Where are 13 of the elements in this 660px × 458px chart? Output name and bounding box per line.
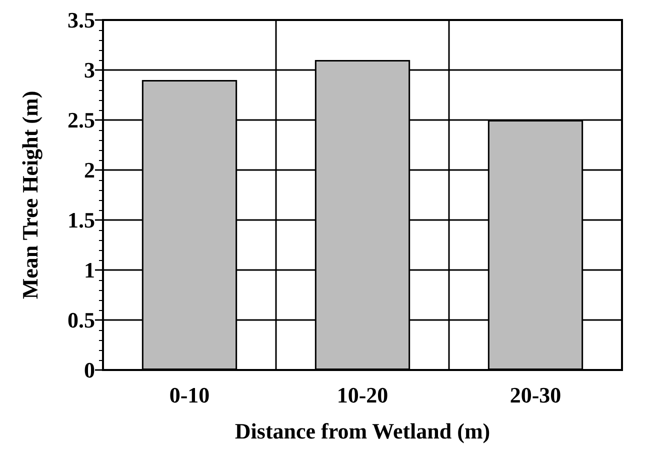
x-tick-label: 0-10 — [169, 382, 210, 408]
y-tick-label: 0 — [84, 358, 95, 382]
y-axis-title: Mean Tree Height (m) — [18, 90, 42, 300]
y-tick-label: 1 — [84, 258, 95, 282]
x-tick-label: 20-30 — [510, 382, 562, 408]
y-tick-label: 3.5 — [68, 8, 95, 32]
y-tick-label: 2 — [84, 158, 95, 182]
y-tick-label: 3 — [84, 58, 95, 82]
y-tick-label: 2.5 — [68, 108, 95, 132]
y-tick-label: 0.5 — [68, 308, 95, 332]
y-tick-label: 1.5 — [68, 208, 95, 232]
x-tick-label: 10-20 — [336, 382, 388, 408]
x-axis-title: Distance from Wetland (m) — [234, 418, 490, 444]
